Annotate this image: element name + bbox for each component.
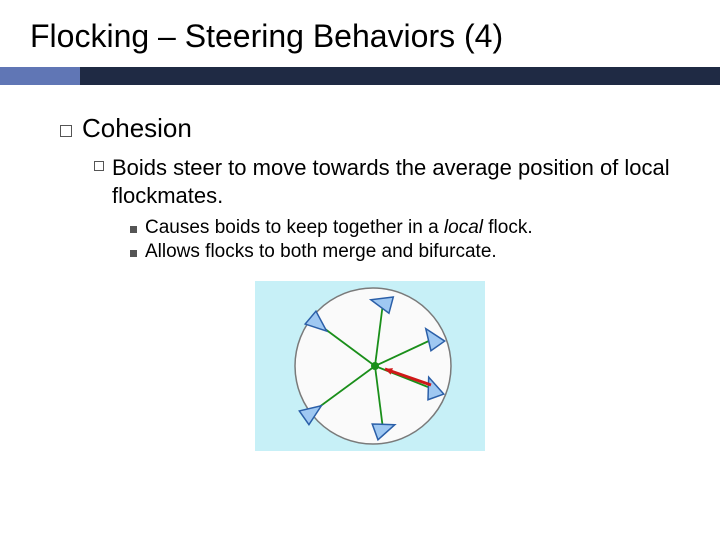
- slide-title: Flocking – Steering Behaviors (4): [0, 0, 720, 55]
- main-bar: [80, 67, 720, 85]
- slide-content: Cohesion Boids steer to move towards the…: [0, 85, 720, 451]
- bullet-l2-text: Boids steer to move towards the average …: [112, 154, 680, 209]
- filled-square-bullet-icon: [130, 250, 137, 257]
- title-underline: [0, 67, 720, 85]
- bullet-l3b-text: Allows flocks to both merge and bifurcat…: [145, 241, 497, 263]
- bullet-level3-group: Causes boids to keep together in a local…: [60, 217, 680, 263]
- bullet-l3a: Causes boids to keep together in a local…: [130, 217, 680, 239]
- bullet-level1: Cohesion: [60, 113, 680, 144]
- cohesion-diagram: [60, 281, 680, 451]
- diagram-svg: [255, 281, 485, 451]
- bullet-l3a-text: Causes boids to keep together in a local…: [145, 217, 533, 239]
- filled-square-bullet-icon: [130, 226, 137, 233]
- bullet-level2: Boids steer to move towards the average …: [60, 154, 680, 209]
- bullet-l3b: Allows flocks to both merge and bifurcat…: [130, 241, 680, 263]
- square-bullet-icon: [94, 161, 104, 171]
- accent-bar: [0, 67, 80, 85]
- bullet-l1-text: Cohesion: [82, 113, 192, 144]
- square-bullet-icon: [60, 125, 72, 137]
